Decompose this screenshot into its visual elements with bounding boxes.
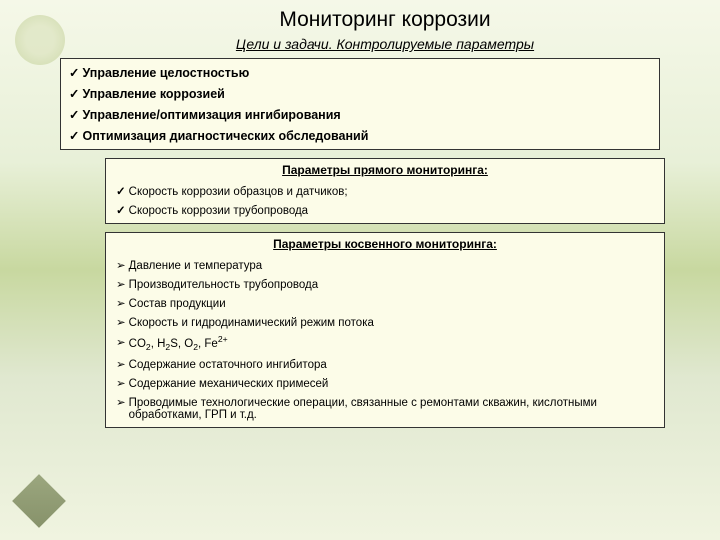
indirect-item: ➢Содержание остаточного ингибитора — [116, 354, 654, 373]
indirect-item: ➢Состав продукции — [116, 293, 654, 312]
check-icon: ✓ — [69, 128, 79, 143]
direct-item: ✓Скорость коррозии трубопровода — [116, 200, 654, 219]
indirect-item-chemical: ➢CO2, H2S, O2, Fe2+ — [116, 331, 654, 354]
indirect-text: Содержание механических примесей — [129, 378, 329, 390]
check-icon: ✓ — [69, 65, 79, 80]
page-title: Мониторинг коррозии — [100, 8, 670, 32]
goal-item: ✓Оптимизация диагностических обследовани… — [69, 125, 651, 146]
goal-item: ✓Управление/оптимизация ингибирования — [69, 104, 651, 125]
indirect-heading: Параметры косвенного мониторинга: — [116, 237, 654, 251]
arrow-icon: ➢ — [116, 315, 126, 329]
goal-text: Оптимизация диагностических обследований — [82, 129, 368, 143]
check-icon: ✓ — [116, 203, 126, 217]
goal-item: ✓Управление коррозией — [69, 83, 651, 104]
indirect-text: CO2, H2S, O2, Fe2+ — [129, 334, 228, 352]
direct-text: Скорость коррозии образцов и датчиков; — [129, 186, 348, 198]
indirect-item: ➢Скорость и гидродинамический режим пото… — [116, 312, 654, 331]
logo-diamond — [12, 474, 66, 528]
direct-text: Скорость коррозии трубопровода — [129, 205, 308, 217]
indirect-item: ➢Давление и температура — [116, 255, 654, 274]
arrow-icon: ➢ — [116, 395, 126, 409]
arrow-icon: ➢ — [116, 376, 126, 390]
check-icon: ✓ — [116, 184, 126, 198]
arrow-icon: ➢ — [116, 335, 126, 349]
indirect-text: Давление и температура — [129, 260, 263, 272]
page-subtitle: Цели и задачи. Контролируемые параметры — [100, 36, 670, 52]
indirect-text: Производительность трубопровода — [129, 279, 318, 291]
indirect-item: ➢Производительность трубопровода — [116, 274, 654, 293]
direct-heading: Параметры прямого мониторинга: — [116, 163, 654, 177]
check-icon: ✓ — [69, 86, 79, 101]
indirect-text: Состав продукции — [129, 298, 226, 310]
indirect-text: Скорость и гидродинамический режим поток… — [129, 317, 374, 329]
goal-item: ✓Управление целостностью — [69, 62, 651, 83]
check-icon: ✓ — [69, 107, 79, 122]
indirect-box: Параметры косвенного мониторинга: ➢Давле… — [105, 232, 665, 428]
goal-text: Управление коррозией — [82, 87, 224, 101]
arrow-icon: ➢ — [116, 357, 126, 371]
direct-item: ✓Скорость коррозии образцов и датчиков; — [116, 181, 654, 200]
direct-box: Параметры прямого мониторинга: ✓Скорость… — [105, 158, 665, 224]
arrow-icon: ➢ — [116, 296, 126, 310]
goals-box: ✓Управление целостностью ✓Управление кор… — [60, 58, 660, 150]
goal-text: Управление/оптимизация ингибирования — [82, 108, 340, 122]
indirect-text: Проводимые технологические операции, свя… — [129, 397, 654, 421]
indirect-text: Содержание остаточного ингибитора — [129, 359, 327, 371]
goal-text: Управление целостностью — [82, 66, 249, 80]
indirect-item: ➢Содержание механических примесей — [116, 373, 654, 392]
arrow-icon: ➢ — [116, 277, 126, 291]
indirect-item: ➢Проводимые технологические операции, св… — [116, 392, 654, 423]
arrow-icon: ➢ — [116, 258, 126, 272]
